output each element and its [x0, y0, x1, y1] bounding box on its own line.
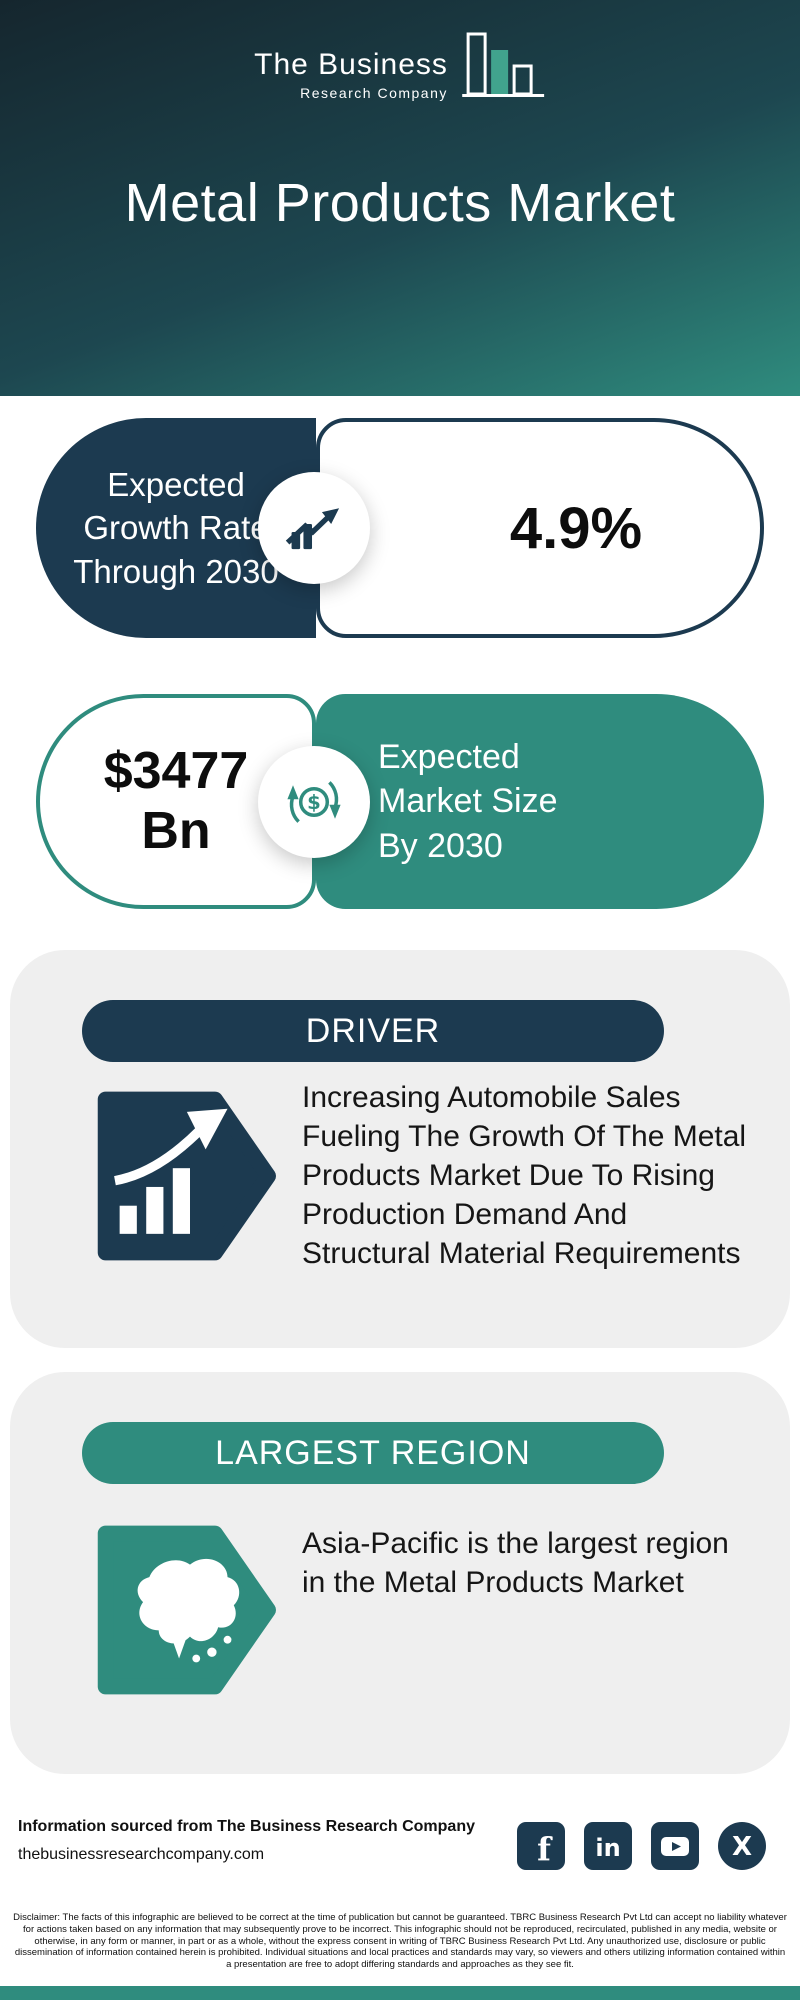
growth-rate-label: Expected Growth Rate Through 2030 — [73, 465, 279, 590]
company-logo: The Business Research Company — [254, 26, 546, 109]
market-size-unit: Bn — [141, 801, 211, 860]
driver-heading: DRIVER — [305, 1011, 441, 1050]
region-text: Asia-Pacific is the largest region in th… — [302, 1527, 729, 1599]
logo-text: The Business Research Company — [254, 48, 448, 109]
bar-chart-logo-icon — [461, 26, 546, 109]
bottom-accent-bar — [0, 1986, 800, 2000]
linkedin-icon[interactable]: in — [584, 1822, 632, 1870]
driver-section: DRIVER Increasing Automobile Sales Fueli… — [10, 950, 790, 1348]
currency-exchange-icon: $ — [258, 746, 370, 858]
svg-text:$: $ — [307, 791, 321, 814]
market-size-label: Expected Market Size By 2030 — [378, 738, 558, 865]
market-size-label-pill: Expected Market Size By 2030 — [316, 694, 764, 909]
region-heading: LARGEST REGION — [215, 1433, 531, 1472]
growth-rate-value: 4.9% — [509, 495, 643, 561]
growth-trend-icon — [258, 472, 370, 584]
largest-region-section: LARGEST REGION Asia-Pacific is the large… — [10, 1372, 790, 1774]
growth-rate-value-pill: 4.9% — [316, 418, 764, 638]
svg-text:X: X — [732, 1832, 752, 1862]
svg-text:in: in — [595, 1834, 620, 1862]
market-size-value-pill: $3477 Bn — [36, 694, 316, 909]
region-heading-pill: LARGEST REGION — [82, 1422, 664, 1484]
youtube-icon[interactable] — [651, 1822, 699, 1870]
logo-subname: Research Company — [300, 85, 448, 101]
logo-name: The Business — [254, 48, 448, 81]
driver-text: Increasing Automobile Sales Fueling The … — [302, 1081, 747, 1270]
facebook-icon[interactable]: f — [517, 1822, 565, 1870]
social-links: f in X — [517, 1822, 766, 1870]
x-icon[interactable]: X — [718, 1822, 766, 1870]
growth-rate-stat: Expected Growth Rate Through 2030 4.9% — [36, 418, 764, 638]
website-link[interactable]: thebusinessresearchcompany.com — [18, 1846, 265, 1863]
page-title: Metal Products Market — [124, 173, 676, 233]
market-size-value: $3477 Bn — [104, 742, 249, 862]
asia-pacific-map-icon — [96, 1524, 284, 1696]
svg-text:f: f — [537, 1830, 553, 1868]
footer: Information sourced from The Business Re… — [0, 1800, 800, 1900]
disclaimer-text: Disclaimer: The facts of this infographi… — [13, 1912, 787, 1971]
source-text: Information sourced from The Business Re… — [18, 1818, 475, 1835]
rising-bars-arrow-icon — [96, 1090, 284, 1262]
market-size-stat: $3477 Bn Expected Market Size By 2030 $ — [36, 694, 764, 909]
driver-heading-pill: DRIVER — [82, 1000, 664, 1062]
growth-rate-label-pill: Expected Growth Rate Through 2030 — [36, 418, 316, 638]
header-banner: The Business Research Company Metal Prod… — [0, 0, 800, 396]
market-size-amount: $3477 — [103, 741, 249, 800]
